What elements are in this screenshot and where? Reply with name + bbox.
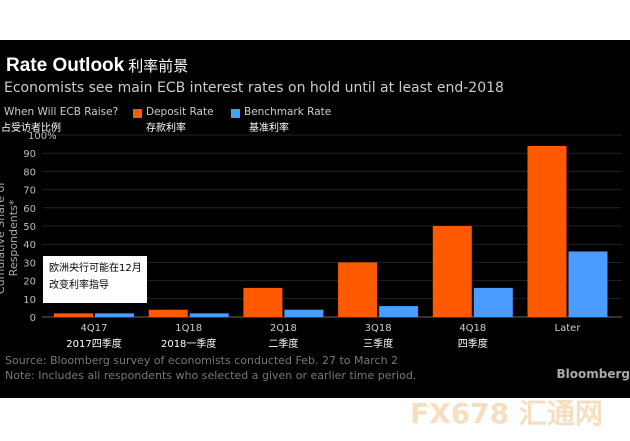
legend-benchmark-cn: 基准利率 (249, 123, 289, 134)
y-tick-label: 10 (23, 295, 36, 306)
bar-benchmark (189, 313, 229, 317)
x-tick-label: Later (555, 323, 582, 334)
x-tick-label: 4Q17 (81, 323, 108, 334)
legend-benchmark: Benchmark Rate (244, 106, 332, 118)
annotation-line-2: 改变利率指导 (49, 280, 109, 291)
x-tick-label-cn: 二季度 (268, 337, 298, 350)
x-tick-label: 3Q18 (365, 323, 392, 334)
y-tick-label: 70 (23, 186, 36, 197)
source-note: Source: Bloomberg survey of economists c… (5, 354, 399, 367)
chart-title: Rate Outlook 利率前景 (6, 55, 189, 76)
y-tick-label: 100% (28, 131, 57, 142)
bar-deposit (432, 226, 472, 317)
bar-benchmark (568, 251, 608, 317)
y-tick-label: 50 (23, 222, 36, 233)
legend-deposit: Deposit Rate (146, 106, 214, 118)
bloomberg-logo: Bloomberg (556, 367, 630, 381)
bar-deposit (243, 287, 283, 317)
footnote: Note: Includes all respondents who selec… (5, 369, 417, 382)
x-tick-label: 4Q18 (459, 323, 486, 334)
bar-benchmark (284, 309, 324, 317)
y-tick-label: 0 (30, 313, 36, 324)
y-tick-label: 30 (23, 258, 36, 269)
legend-deposit-cn: 存款利率 (146, 123, 186, 134)
y-tick-label: 40 (23, 240, 36, 251)
bar-benchmark (473, 287, 513, 317)
legend-swatch-deposit (133, 109, 142, 118)
x-tick-label: 2Q18 (270, 323, 297, 334)
x-tick-label-cn: 四季度 (458, 337, 488, 350)
x-tick-label: 1Q18 (175, 323, 202, 334)
bar-benchmark (95, 313, 134, 317)
y-tick-label: 60 (23, 204, 36, 215)
annotation-box: 欧洲央行可能在12月 改变利率指导 (43, 256, 147, 303)
y-tick-label: 20 (23, 277, 36, 288)
y-tick-label: 90 (23, 149, 36, 160)
legend-title-cn: 占受访者比例 (1, 123, 61, 134)
chart-subtitle: Economists see main ECB interest rates o… (4, 80, 504, 96)
bar-deposit (527, 145, 567, 317)
watermark: FX678 汇通网 (410, 397, 603, 430)
bar-deposit (54, 313, 93, 317)
annotation-line-1: 欧洲央行可能在12月 (49, 263, 142, 274)
chart-panel (0, 40, 630, 398)
bar-benchmark (379, 306, 419, 317)
x-tick-label-cn: 三季度 (363, 337, 393, 350)
y-tick-label: 80 (23, 167, 36, 178)
legend-swatch-benchmark (231, 109, 240, 118)
x-tick-label-cn: 2017四季度 (66, 337, 121, 350)
bar-deposit (148, 309, 188, 317)
legend-title: When Will ECB Raise? (4, 106, 119, 118)
bar-deposit (338, 262, 378, 317)
x-tick-label-cn: 2018一季度 (161, 337, 216, 350)
